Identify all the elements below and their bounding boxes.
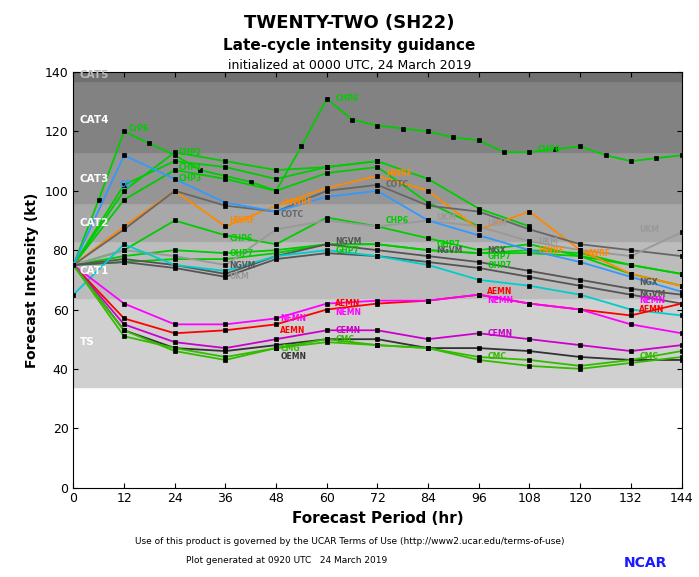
Text: CHP3: CHP3 [179, 174, 202, 183]
Bar [73, 298, 682, 387]
Text: NCAR: NCAR [624, 556, 668, 569]
Text: TS: TS [80, 337, 94, 347]
Text: COTC: COTC [386, 181, 409, 189]
Text: UKM: UKM [437, 213, 456, 222]
Text: NEMN: NEMN [280, 314, 306, 323]
Text: CO: CO [120, 181, 132, 189]
Text: CMC: CMC [487, 353, 506, 362]
Text: CHP6: CHP6 [386, 216, 409, 225]
Text: GHP7: GHP7 [487, 252, 511, 261]
Text: UKM: UKM [538, 237, 558, 246]
Text: OHP7: OHP7 [487, 260, 512, 269]
Text: CMC: CMC [336, 335, 354, 344]
Text: COTC: COTC [280, 210, 303, 219]
Text: AEMN: AEMN [487, 287, 512, 296]
Text: GHP7: GHP7 [437, 239, 461, 249]
Text: CHP6: CHP6 [538, 145, 561, 154]
Text: HWRF: HWRF [584, 249, 610, 258]
Text: UKM: UKM [640, 225, 659, 234]
Text: Use of this product is governed by the UCAR Terms of Use (http://www2.ucar.edu/t: Use of this product is governed by the U… [135, 537, 564, 545]
Text: NEMN: NEMN [640, 296, 665, 305]
Text: TWENTY-TWO (SH22): TWENTY-TWO (SH22) [244, 14, 455, 32]
Text: OHP7: OHP7 [230, 249, 254, 258]
Text: CAT2: CAT2 [80, 219, 109, 228]
Bar [73, 241, 682, 298]
X-axis label: Forecast Period (hr): Forecast Period (hr) [291, 511, 463, 526]
Text: NEMN: NEMN [487, 296, 513, 305]
Text: GHP7: GHP7 [336, 246, 359, 254]
Text: NGX: NGX [487, 246, 506, 254]
Text: CrP6: CrP6 [129, 124, 149, 133]
Text: UKM: UKM [230, 272, 250, 282]
Text: HWRF: HWRF [386, 168, 412, 178]
Text: NEMN: NEMN [336, 308, 361, 317]
Text: CMG: CMG [280, 343, 300, 353]
Text: NGVM: NGVM [640, 290, 665, 299]
Text: CEMN: CEMN [487, 329, 512, 338]
Bar [73, 57, 682, 81]
Text: +HWRF: +HWRF [280, 198, 312, 207]
Text: CMC: CMC [640, 353, 658, 362]
Y-axis label: Forecast Intensity (kt): Forecast Intensity (kt) [25, 192, 39, 368]
Text: OEMN: OEMN [280, 353, 306, 362]
Text: AEMN: AEMN [640, 305, 665, 314]
Text: CAT3: CAT3 [80, 174, 109, 184]
Text: CHP6: CHP6 [336, 94, 359, 103]
Text: CAT1: CAT1 [80, 266, 109, 276]
Text: Plot generated at 0920 UTC   24 March 2019: Plot generated at 0920 UTC 24 March 2019 [186, 556, 387, 564]
Text: CEMN: CEMN [336, 326, 361, 335]
Text: CAT4: CAT4 [80, 115, 109, 125]
Text: NGVM: NGVM [336, 237, 361, 246]
Text: AEMN: AEMN [280, 326, 305, 335]
Text: HWRF: HWRF [230, 216, 256, 225]
Text: CHP4: CHP4 [179, 163, 202, 171]
Text: NGVM: NGVM [437, 246, 463, 254]
Text: CHP6: CHP6 [230, 234, 253, 243]
Text: CHP2: CHP2 [179, 148, 202, 157]
Text: NGX: NGX [640, 278, 658, 287]
Text: HWRF: HWRF [538, 246, 564, 254]
Bar [73, 152, 682, 203]
Text: AEMN: AEMN [336, 299, 361, 308]
Bar [73, 81, 682, 152]
Text: UKM: UKM [487, 219, 507, 228]
Text: NGVM: NGVM [230, 260, 256, 269]
Bar [73, 203, 682, 241]
Text: initialized at 0000 UTC, 24 March 2019: initialized at 0000 UTC, 24 March 2019 [228, 59, 471, 72]
Text: Late-cycle intensity guidance: Late-cycle intensity guidance [223, 38, 476, 53]
Text: CAT5: CAT5 [80, 70, 109, 80]
